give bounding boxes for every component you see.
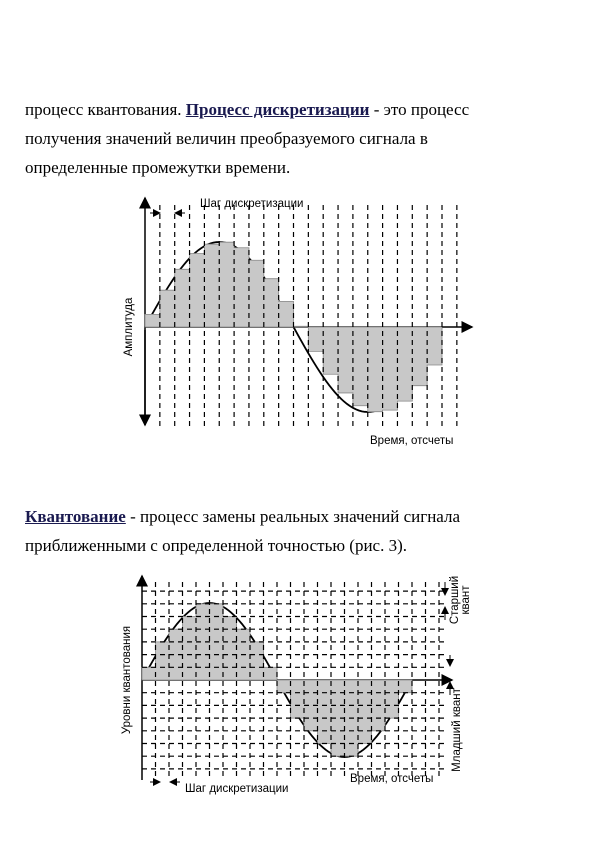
upper-label: Старший: [449, 576, 461, 624]
x-label: Время, отсчеты: [370, 435, 453, 447]
paragraph: процесс квантования. Процесс дискретизац…: [25, 100, 469, 187]
step-label: Шаг дискретизации: [185, 783, 288, 795]
y-label: Амплитуда: [123, 297, 135, 356]
text-line: Квантование - процесс замены реальных зн…: [25, 507, 460, 536]
x-label: Время, отсчеты: [350, 773, 433, 785]
text: получения значений величин преобразуемог…: [25, 129, 428, 148]
y-label: Уровни квантования: [121, 626, 133, 734]
text: - это процесс: [369, 100, 470, 119]
paragraph: Квантование - процесс замены реальных зн…: [25, 507, 460, 565]
term: Квантование: [25, 507, 126, 526]
text-line: процесс квантования. Процесс дискретизац…: [25, 100, 469, 129]
text: приближенными с определенной точностью (…: [25, 536, 408, 555]
text-line: приближенными с определенной точностью (…: [25, 536, 460, 565]
text: процесс квантования.: [25, 100, 186, 119]
lower-label: Младший квант: [451, 687, 463, 771]
step-label: Шаг дискретизации: [200, 198, 303, 210]
upper-label: квант: [460, 585, 472, 615]
text-line: определенные промежутки времени.: [25, 158, 469, 187]
staircase: [141, 603, 413, 757]
term: Процесс дискретизации: [185, 100, 370, 119]
text: определенные промежутки времени.: [25, 158, 291, 177]
text: - процесс замены реальных значений сигна…: [125, 507, 461, 526]
text-line: получения значений величин преобразуемог…: [25, 129, 469, 158]
